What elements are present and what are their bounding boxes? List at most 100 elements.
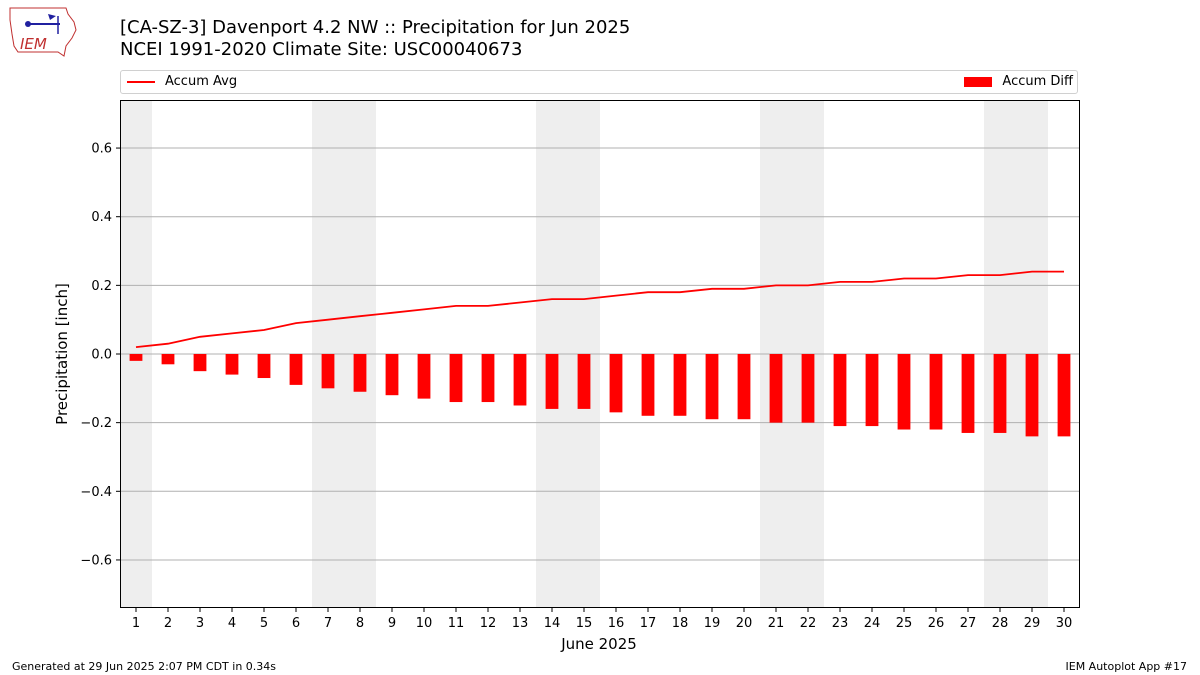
x-tick-label: 21 <box>768 616 785 631</box>
x-tick-label: 23 <box>832 616 849 631</box>
legend-avg-label: Accum Avg <box>165 74 238 89</box>
footer-app: IEM Autoplot App #17 <box>1065 660 1188 673</box>
gridlines <box>120 147 1080 561</box>
x-tick-label: 1 <box>132 616 140 631</box>
accum-diff-bar <box>929 354 943 430</box>
x-tick-label: 13 <box>512 616 529 631</box>
weekend-shade <box>568 100 600 608</box>
accum-diff-bar <box>225 354 239 375</box>
accum-diff-bar <box>897 354 911 430</box>
x-tick-label: 15 <box>576 616 593 631</box>
y-axis-ticks: 0.6 0.4 0.2 0.0 −0.2 −0.4 −0.6 <box>80 142 120 568</box>
svg-text:IEM: IEM <box>20 35 47 53</box>
accum-diff-bar <box>289 354 303 385</box>
accum-diff-bar <box>481 354 495 403</box>
x-tick-label: 10 <box>416 616 433 631</box>
accum-diff-bar <box>769 354 783 423</box>
legend-line-swatch <box>127 81 155 83</box>
x-tick-label: 22 <box>800 616 817 631</box>
x-tick-label: 16 <box>608 616 625 631</box>
weekend-shade <box>344 100 376 608</box>
accum-diff-bar <box>321 354 335 389</box>
x-axis-ticks: 1 2 3 4 5 6 7 8 9 10 11 12 13 14 15 16 17 18 19 20 21 22 23 24 2… <box>132 608 1072 631</box>
y-tick-label: −0.4 <box>80 485 112 500</box>
y-tick-label: 0.6 <box>91 142 112 157</box>
accum-diff-bar <box>577 354 591 409</box>
x-tick-label: 28 <box>992 616 1009 631</box>
y-tick-label: −0.6 <box>80 553 112 568</box>
accum-diff-bar <box>193 354 207 372</box>
x-tick-label: 27 <box>960 616 977 631</box>
x-tick-label: 3 <box>196 616 204 631</box>
accum-diff-bar <box>737 354 751 420</box>
x-tick-label: 18 <box>672 616 689 631</box>
y-tick-label: 0.0 <box>91 348 112 363</box>
accum-diff-bar <box>801 354 815 423</box>
accum-diff-bar <box>417 354 431 399</box>
legend-item-diff: Accum Diff <box>964 74 1073 90</box>
title-line-1: [CA-SZ-3] Davenport 4.2 NW :: Precipitat… <box>120 17 631 38</box>
x-tick-label: 19 <box>704 616 721 631</box>
title-line-2: NCEI 1991-2020 Climate Site: USC00040673 <box>120 39 523 60</box>
plot-frame <box>120 100 1080 608</box>
accum-diff-bar <box>385 354 399 396</box>
accum-diff-bar <box>993 354 1007 433</box>
accum-diff-bar <box>1057 354 1071 437</box>
iem-logo: IEM <box>9 7 77 57</box>
legend-diff-label: Accum Diff <box>1002 74 1073 89</box>
weekend-shade <box>120 100 152 608</box>
chart-legend: Accum Avg Accum Diff <box>120 70 1078 94</box>
accum-diff-bar <box>673 354 687 416</box>
chart-title: [CA-SZ-3] Davenport 4.2 NW :: Precipitat… <box>120 17 630 61</box>
accum-diff-bar <box>129 354 143 361</box>
x-tick-label: 17 <box>640 616 657 631</box>
accum-avg-line-path <box>135 270 1064 348</box>
accum-avg-line <box>135 270 1064 348</box>
accum-diff-bars <box>129 354 1071 437</box>
x-tick-label: 30 <box>1056 616 1073 631</box>
accum-diff-bar <box>513 354 527 406</box>
x-tick-label: 4 <box>228 616 236 631</box>
x-tick-label: 6 <box>292 616 300 631</box>
x-tick-label: 14 <box>544 616 561 631</box>
x-axis-label: June 2025 <box>560 635 637 653</box>
x-tick-label: 12 <box>480 616 497 631</box>
weekend-shade <box>536 100 568 608</box>
x-tick-label: 20 <box>736 616 753 631</box>
x-tick-label: 5 <box>260 616 268 631</box>
footer-generated: Generated at 29 Jun 2025 2:07 PM CDT in … <box>12 660 277 673</box>
x-tick-label: 8 <box>356 616 364 631</box>
legend-bar-swatch <box>964 77 993 87</box>
y-tick-label: 0.2 <box>91 279 112 294</box>
y-tick-label: −0.2 <box>80 416 112 431</box>
accum-diff-bar <box>545 354 559 409</box>
x-tick-label: 7 <box>324 616 332 631</box>
weekend-shade <box>792 100 824 608</box>
legend-item-avg: Accum Avg <box>127 74 237 90</box>
accum-diff-bar <box>961 354 975 433</box>
accum-diff-bar <box>865 354 879 427</box>
weekend-shade <box>984 100 1016 608</box>
accum-diff-bar <box>161 354 175 365</box>
x-tick-label: 9 <box>388 616 396 631</box>
x-tick-label: 11 <box>448 616 465 631</box>
weekend-shade <box>760 100 792 608</box>
y-axis-label: Precipitation [inch] <box>53 283 71 425</box>
x-tick-label: 24 <box>864 616 881 631</box>
accum-diff-bar <box>1025 354 1039 437</box>
accum-diff-bar <box>609 354 623 413</box>
accum-diff-bar <box>257 354 271 379</box>
x-tick-label: 25 <box>896 616 913 631</box>
weekend-shading <box>120 100 1048 608</box>
accum-diff-bar <box>449 354 463 403</box>
x-tick-label: 26 <box>928 616 945 631</box>
accum-diff-bar <box>705 354 719 420</box>
weekend-shade <box>1016 100 1048 608</box>
accum-diff-bar <box>353 354 367 392</box>
weekend-shade <box>312 100 344 608</box>
x-tick-label: 2 <box>164 616 172 631</box>
accum-diff-bar <box>641 354 655 416</box>
y-tick-label: 0.4 <box>91 210 112 225</box>
x-tick-label: 29 <box>1024 616 1041 631</box>
